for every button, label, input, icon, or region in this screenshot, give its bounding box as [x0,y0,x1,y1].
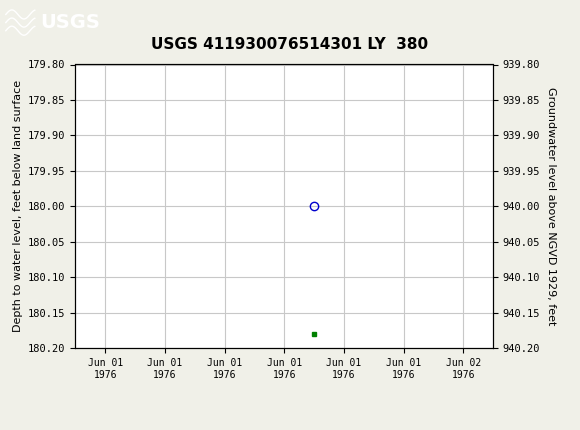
Y-axis label: Depth to water level, feet below land surface: Depth to water level, feet below land su… [13,80,23,332]
Text: USGS: USGS [41,13,100,32]
Y-axis label: Groundwater level above NGVD 1929, feet: Groundwater level above NGVD 1929, feet [546,87,556,326]
Text: USGS 411930076514301 LY  380: USGS 411930076514301 LY 380 [151,37,429,52]
